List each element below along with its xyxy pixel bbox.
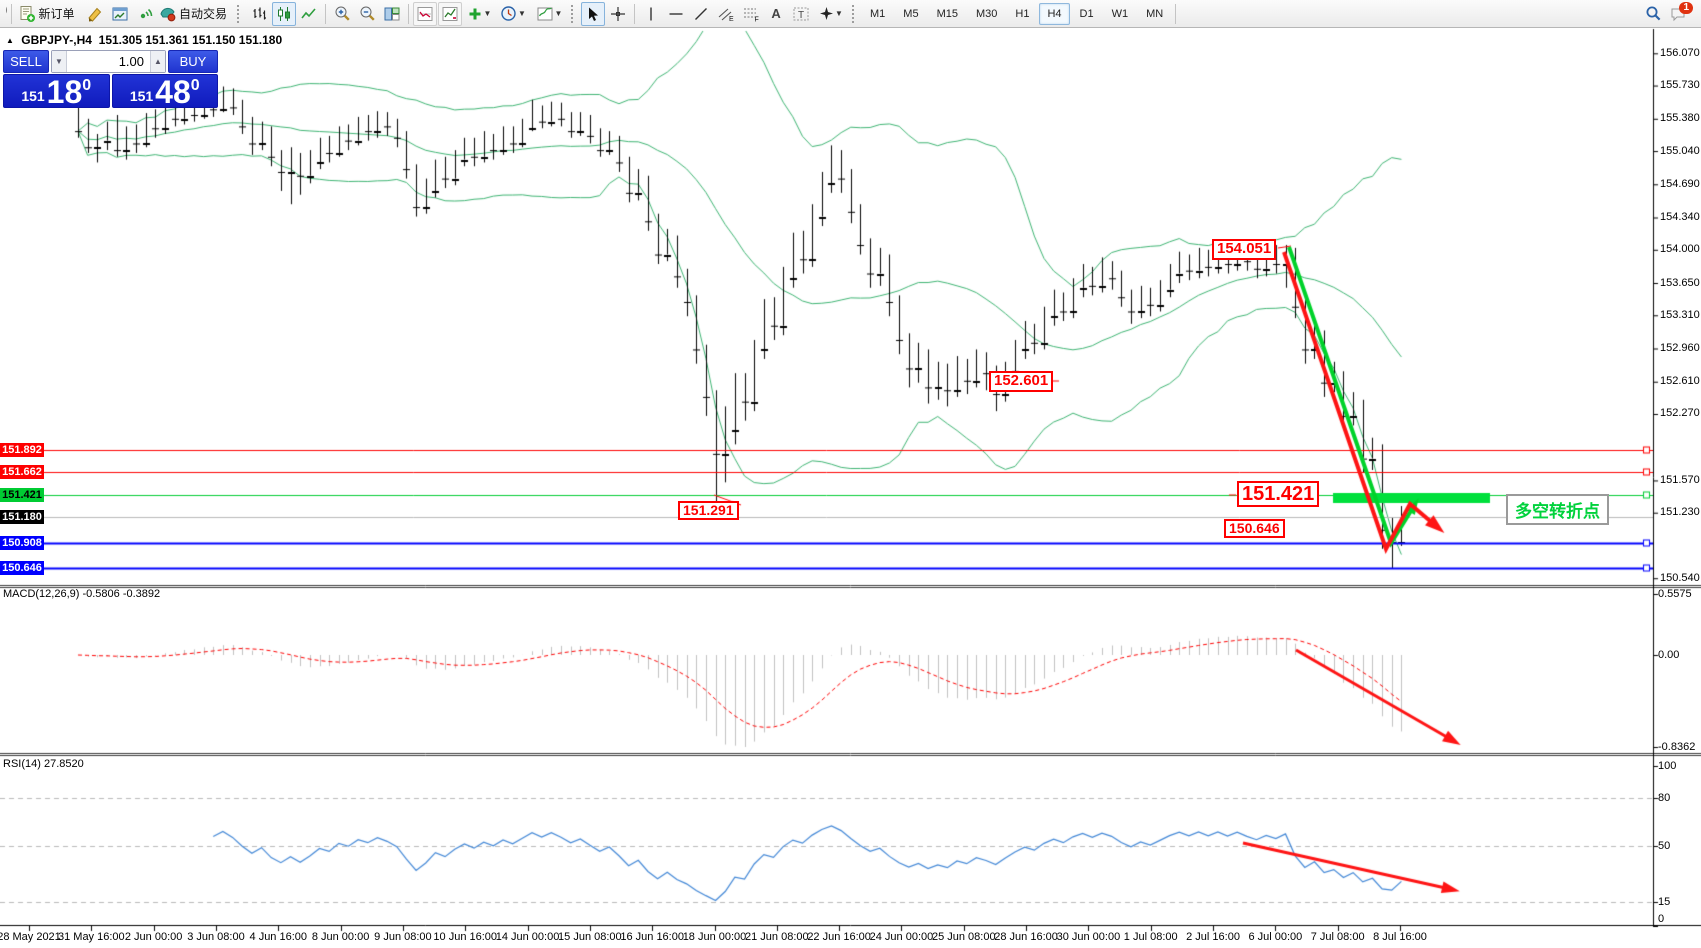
price-tick: 152.610: [1660, 375, 1700, 388]
symbol-name: GBPJPY-,H4: [21, 33, 92, 47]
ohlc-values: 151.305 151.361 151.150 151.180: [98, 33, 283, 47]
time-axis-label: 2 Jul 16:00: [1186, 931, 1240, 943]
time-axis-label: 7 Jul 08:00: [1310, 931, 1365, 943]
time-axis-label: 28 May 2021: [0, 931, 61, 943]
price-tick: 150.540: [1660, 571, 1700, 584]
chart-title: ▲ GBPJPY-,H4 151.305 151.361 151.150 151…: [6, 33, 282, 47]
time-axis-label: 30 Jun 00:00: [1056, 931, 1121, 943]
price-badge: 150.646: [0, 561, 44, 576]
time-axis-label: 25 Jun 08:00: [931, 931, 996, 943]
time-axis-label: 16 Jun 16:00: [620, 931, 684, 943]
buy-price-point: 0: [190, 77, 200, 94]
rsi-label: RSI(14) 27.8520: [3, 758, 84, 770]
price-annotation-key[interactable]: 151.421: [1237, 481, 1320, 507]
one-click-trading-panel: SELL ▼ ▲ BUY 151 18 0 151 48 0: [3, 50, 218, 108]
time-axis-label: 1 Jul 08:00: [1123, 931, 1178, 943]
sell-button[interactable]: SELL: [3, 50, 49, 73]
time-axis-label: 9 Jun 08:00: [374, 931, 432, 943]
time-axis-label: 2 Jun 00:00: [124, 931, 183, 943]
rsi-axis-tick: 50: [1658, 839, 1671, 852]
rsi-axis-tick: 100: [1658, 759, 1677, 772]
price-tick: 156.070: [1660, 46, 1700, 59]
turning-point-label[interactable]: 多空转折点: [1506, 494, 1609, 525]
price-tick: 151.230: [1660, 506, 1700, 519]
price-tick: 152.270: [1660, 407, 1700, 420]
price-badge: 151.180: [0, 510, 44, 525]
price-tick: 154.340: [1660, 211, 1700, 223]
rsi-axis-tick: 0: [1658, 913, 1665, 925]
price-tick: 151.570: [1660, 473, 1700, 486]
price-annotation-high[interactable]: 154.051: [1212, 239, 1277, 260]
volume-input[interactable]: [67, 51, 150, 72]
price-tick: 154.690: [1660, 177, 1700, 190]
buy-price[interactable]: 151 48 0: [111, 73, 218, 110]
time-axis-label: 3 Jun 08:00: [187, 931, 245, 943]
buy-price-pips: 48: [155, 73, 191, 110]
sell-price-pips: 18: [46, 73, 83, 110]
time-axis-label: 31 May 16:00: [57, 931, 125, 943]
buy-button[interactable]: BUY: [168, 50, 218, 73]
time-axis-label: 21 Jun 08:00: [745, 931, 809, 943]
macd-axis-tick: -0.8362: [1658, 740, 1696, 753]
price-badge: 151.662: [0, 464, 44, 479]
buy-price-prefix: 151: [129, 88, 154, 104]
price-tick: 155.730: [1660, 79, 1700, 92]
sell-price-prefix: 151: [21, 88, 45, 104]
time-axis-label: 14 Jun 00:00: [495, 931, 560, 943]
time-axis-label: 8 Jul 16:00: [1373, 931, 1427, 943]
price-tick: 155.380: [1660, 112, 1700, 125]
rsi-axis-tick: 80: [1658, 791, 1671, 804]
price-tick: 155.040: [1660, 144, 1700, 157]
volume-increase-button[interactable]: ▲: [150, 51, 165, 72]
price-tick: 152.960: [1660, 342, 1700, 354]
time-axis-label: 10 Jun 16:00: [433, 931, 498, 943]
sell-price-point: 0: [82, 77, 92, 94]
time-axis-label: 22 Jun 16:00: [807, 931, 871, 943]
rsi-axis-tick: 15: [1658, 895, 1671, 908]
price-badge: 151.892: [0, 442, 44, 457]
time-axis-label: 28 Jun 16:00: [994, 931, 1058, 943]
price-tick: 153.310: [1660, 308, 1700, 321]
price-tick: 154.000: [1660, 243, 1700, 256]
time-axis-label: 6 Jul 00:00: [1248, 931, 1303, 943]
macd-label: MACD(12,26,9) -0.5806 -0.3892: [3, 588, 161, 600]
price-badge: 150.908: [0, 536, 44, 551]
price-tick: 153.650: [1660, 276, 1700, 289]
volume-decrease-button[interactable]: ▼: [52, 51, 67, 72]
price-badge: 151.421: [0, 487, 44, 502]
time-axis-label: 18 Jun 00:00: [682, 931, 747, 943]
time-axis-label: 8 Jun 00:00: [311, 931, 370, 943]
macd-axis-tick: 0.5575: [1658, 587, 1692, 600]
volume-stepper: ▼ ▲: [51, 50, 166, 73]
sell-price[interactable]: 151 18 0: [3, 74, 110, 108]
time-axis-label: 15 Jun 08:00: [558, 931, 622, 943]
time-axis-label: 24 Jun 00:00: [869, 931, 934, 943]
macd-axis-tick: 0.00: [1658, 648, 1680, 661]
time-axis-label: 4 Jun 16:00: [249, 931, 308, 943]
price-annotation-mid[interactable]: 152.601: [989, 371, 1054, 392]
price-annotation-bottom[interactable]: 150.646: [1224, 519, 1285, 539]
price-annotation-low[interactable]: 151.291: [678, 501, 739, 521]
symbol-expander-icon[interactable]: ▲: [6, 36, 14, 45]
